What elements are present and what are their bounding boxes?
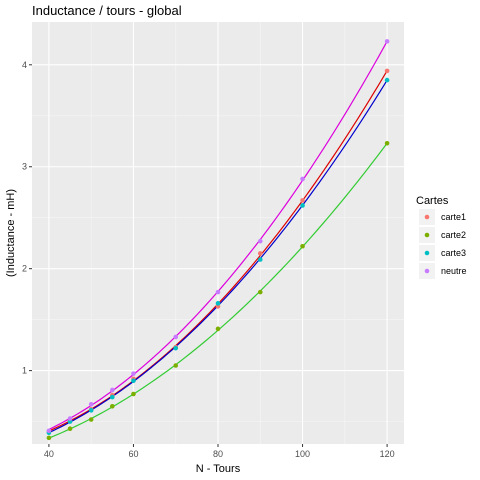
x-tick-label: 60 <box>128 449 138 459</box>
point-carte3 <box>131 378 136 384</box>
point-neutre <box>215 289 221 295</box>
point-carte2 <box>257 289 263 295</box>
point-neutre <box>300 176 305 182</box>
y-tick-label: 4 <box>22 60 27 70</box>
point-carte3 <box>257 257 263 262</box>
point-carte2 <box>173 363 179 368</box>
point-carte3 <box>215 301 221 306</box>
point-carte3 <box>384 77 390 83</box>
point-neutre <box>384 39 390 44</box>
point-carte3 <box>88 408 94 413</box>
chart-title: Inductance / tours - global <box>32 3 182 18</box>
point-carte3 <box>173 345 179 351</box>
y-tick-label: 3 <box>22 162 27 172</box>
y-tick-label: 2 <box>22 264 27 274</box>
legend-title: Cartes <box>416 195 449 207</box>
point-carte3 <box>110 394 115 400</box>
legend-swatch-carte2 <box>424 232 430 238</box>
legend-label-neutre: neutre <box>441 266 467 276</box>
grid-major <box>32 22 404 444</box>
point-neutre <box>46 428 52 434</box>
legend: Cartes carte1 carte2 carte3 neutre <box>416 195 467 279</box>
legend-label-carte2: carte2 <box>441 230 466 240</box>
point-neutre <box>67 416 73 421</box>
point-carte1 <box>257 251 263 256</box>
data-points <box>46 39 390 441</box>
point-carte1 <box>384 68 390 74</box>
point-carte2 <box>46 435 52 441</box>
x-tick-label: 100 <box>295 449 310 459</box>
point-carte2 <box>215 326 221 332</box>
point-carte2 <box>131 391 136 397</box>
point-neutre <box>173 334 179 340</box>
legend-label-carte1: carte1 <box>441 212 466 222</box>
y-axis: 1 2 3 4 <box>22 60 32 376</box>
point-neutre <box>131 371 136 376</box>
x-tick-label: 40 <box>44 449 54 459</box>
legend-swatch-neutre <box>424 268 430 274</box>
x-tick-label: 120 <box>380 449 395 459</box>
point-neutre <box>88 401 94 407</box>
point-carte2 <box>384 140 390 146</box>
point-carte1 <box>300 198 305 203</box>
legend-label-carte3: carte3 <box>441 248 466 258</box>
point-carte2 <box>300 243 305 249</box>
point-carte3 <box>300 203 305 208</box>
point-neutre <box>257 238 263 244</box>
x-axis: 40 60 80 100 120 <box>44 444 395 459</box>
point-neutre <box>110 387 115 393</box>
x-axis-title: N - Tours <box>196 463 241 475</box>
point-carte2 <box>110 403 115 409</box>
legend-swatch-carte3 <box>424 250 430 256</box>
x-tick-label: 80 <box>213 449 223 459</box>
y-axis-title: (Inductance - mH) <box>5 189 17 277</box>
y-tick-label: 1 <box>22 366 27 376</box>
point-carte2 <box>88 417 94 422</box>
legend-swatch-carte1 <box>424 214 430 220</box>
point-carte2 <box>67 426 73 432</box>
